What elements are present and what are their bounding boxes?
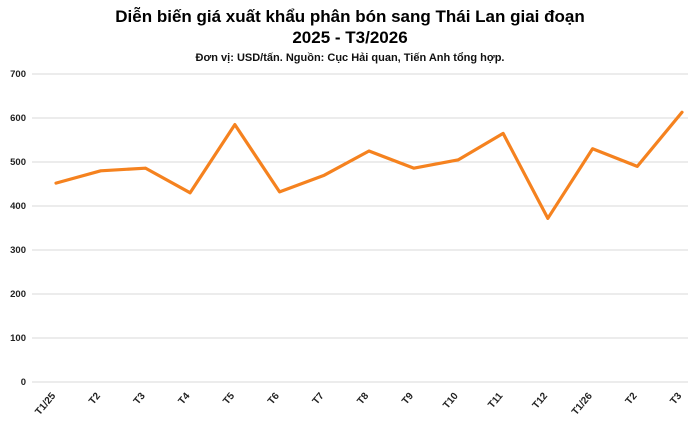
x-tick-label: T3: [668, 391, 684, 407]
chart-title-line2: 2025 - T3/2026: [292, 28, 408, 48]
x-tick-label: T5: [221, 391, 237, 407]
x-tick-label: T8: [355, 391, 371, 407]
x-tick-label: T3: [132, 391, 148, 407]
y-tick-label: 600: [10, 113, 26, 124]
y-tick-label: 500: [10, 157, 26, 168]
chart-subtitle: Đơn vị: USD/tấn. Nguồn: Cục Hải quan, Ti…: [195, 51, 505, 64]
line-chart-container: 0 100 200 300 400 500 600 700 T1/25 T2 T3 T4 T5 T6 T7 T…: [0, 64, 700, 427]
x-tick-label: T6: [266, 391, 282, 407]
x-tick-label: T11: [486, 391, 505, 411]
x-tick-label: T9: [400, 391, 416, 407]
y-tick-label: 400: [10, 201, 26, 212]
price-line: [54, 110, 684, 220]
chart-title: Diễn biến giá xuất khẩu phân bón sang Th…: [0, 0, 700, 49]
x-tick-label: T1/26: [570, 391, 595, 418]
y-tick-label: 0: [21, 377, 26, 388]
x-tick-label: T2: [624, 391, 640, 407]
x-tick-label: T2: [87, 391, 103, 407]
x-tick-label: T4: [177, 391, 193, 407]
y-tick-label: 200: [10, 289, 26, 300]
y-tick-label: 100: [10, 333, 26, 344]
x-tick-label: T7: [311, 391, 327, 407]
y-tick-label: 700: [10, 69, 26, 80]
y-tick-label: 300: [10, 245, 26, 256]
x-tick-label: T1/25: [33, 391, 58, 418]
x-tick-label: T12: [531, 391, 551, 412]
chart-title-line1: Diễn biến giá xuất khẩu phân bón sang Th…: [115, 7, 585, 26]
line-chart: 0 100 200 300 400 500 600 700 T1/25 T2 T3 T4 T5 T6 T7 T…: [10, 69, 688, 418]
x-tick-label: T10: [441, 391, 461, 412]
